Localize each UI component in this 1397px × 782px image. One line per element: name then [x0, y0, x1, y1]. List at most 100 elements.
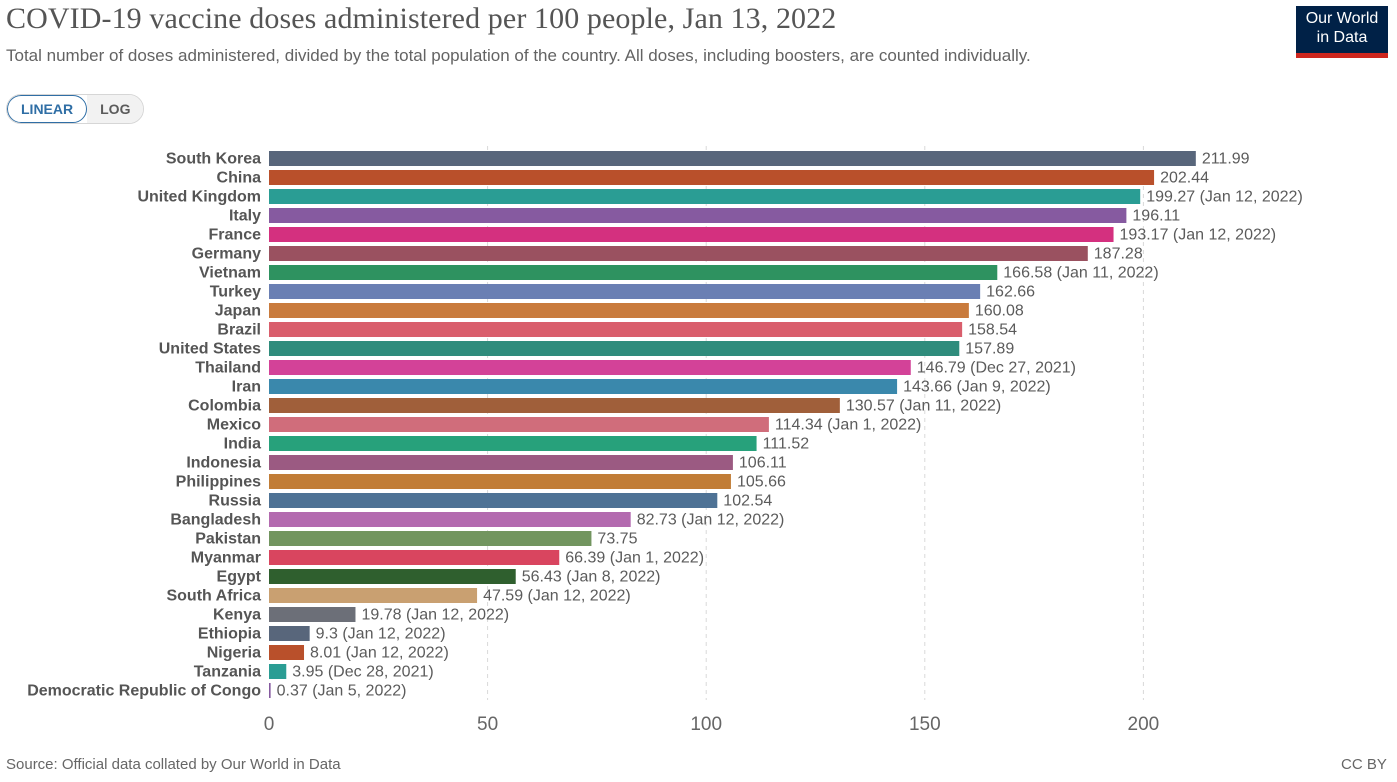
country-label: Iran: [232, 379, 261, 396]
value-label: 9.3 (Jan 12, 2022): [316, 626, 446, 643]
bar[interactable]: [269, 607, 356, 622]
bar[interactable]: [269, 588, 478, 603]
chart-subtitle: Total number of doses administered, divi…: [6, 46, 1031, 65]
country-label: Thailand: [195, 360, 261, 377]
value-label: 166.58 (Jan 11, 2022): [1003, 265, 1158, 282]
bar[interactable]: [269, 151, 1196, 166]
country-label: Brazil: [217, 322, 261, 339]
bar[interactable]: [269, 322, 963, 337]
logo-line-2: in Data: [1316, 29, 1368, 46]
country-label: Democratic Republic of Congo: [27, 683, 261, 700]
country-label: Italy: [229, 208, 261, 225]
x-tick-label: 100: [690, 714, 722, 735]
value-label: 66.39 (Jan 1, 2022): [565, 550, 704, 567]
scale-toggle: LINEAR LOG: [6, 94, 145, 124]
value-label: 158.54: [968, 322, 1017, 339]
value-label: 56.43 (Jan 8, 2022): [522, 569, 661, 586]
country-label: Nigeria: [207, 645, 261, 662]
value-label: 157.89: [965, 341, 1014, 358]
value-label: 3.95 (Dec 28, 2021): [292, 664, 433, 681]
bars: South Korea 211.99 China 202.44 United Kingd…: [27, 151, 1303, 700]
country-label: Myanmar: [191, 550, 261, 567]
x-tick-label: 0: [264, 714, 275, 735]
bar[interactable]: [269, 208, 1127, 223]
country-label: United States: [159, 341, 261, 358]
bar[interactable]: [269, 303, 969, 318]
bar[interactable]: [269, 360, 911, 375]
bar[interactable]: [269, 493, 718, 508]
x-axis: 0 50 100 150 200: [264, 714, 1160, 735]
value-label: 111.52: [763, 436, 810, 453]
value-label: 146.79 (Dec 27, 2021): [917, 360, 1076, 377]
value-label: 202.44: [1160, 170, 1209, 187]
value-label: 187.28: [1094, 246, 1143, 263]
value-label: 162.66: [986, 284, 1035, 301]
bar[interactable]: [269, 455, 733, 470]
country-label: Egypt: [217, 569, 262, 586]
x-tick-label: 50: [477, 714, 498, 735]
bar[interactable]: [269, 626, 310, 641]
bar[interactable]: [269, 189, 1141, 204]
country-label: South Korea: [166, 151, 261, 168]
value-label: 193.17 (Jan 12, 2022): [1120, 227, 1277, 244]
country-label: Russia: [209, 493, 262, 510]
bar[interactable]: [269, 436, 757, 451]
bar[interactable]: [269, 474, 731, 489]
value-label: 114.34 (Jan 1, 2022): [775, 417, 921, 434]
country-label: India: [224, 436, 261, 453]
bar[interactable]: [269, 645, 305, 660]
bar[interactable]: [269, 512, 631, 527]
country-label: United Kingdom: [137, 189, 261, 206]
country-label: Germany: [192, 246, 261, 263]
bar[interactable]: [269, 284, 981, 299]
country-label: Turkey: [210, 284, 261, 301]
license-link[interactable]: CC BY: [1341, 756, 1387, 773]
bar[interactable]: [269, 170, 1155, 185]
bar[interactable]: [269, 379, 898, 394]
bar[interactable]: [269, 341, 960, 356]
bar[interactable]: [269, 265, 998, 280]
value-label: 19.78 (Jan 12, 2022): [361, 607, 509, 624]
linear-scale-button[interactable]: LINEAR: [7, 95, 88, 123]
value-label: 143.66 (Jan 9, 2022): [903, 379, 1051, 396]
country-label: Kenya: [213, 607, 261, 624]
bar[interactable]: [269, 417, 769, 432]
logo-line-1: Our World: [1305, 10, 1379, 27]
value-label: 105.66: [737, 474, 786, 491]
bar[interactable]: [269, 683, 271, 698]
value-label: 199.27 (Jan 12, 2022): [1146, 189, 1303, 206]
value-label: 8.01 (Jan 12, 2022): [310, 645, 449, 662]
value-label: 130.57 (Jan 11, 2022): [846, 398, 1001, 415]
value-label: 82.73 (Jan 12, 2022): [637, 512, 785, 529]
owid-logo[interactable]: Our World in Data: [1296, 6, 1388, 58]
bar[interactable]: [269, 569, 516, 584]
log-scale-button[interactable]: LOG: [87, 95, 144, 123]
bar[interactable]: [269, 531, 592, 546]
country-label: Indonesia: [186, 455, 261, 472]
country-label: Philippines: [176, 474, 261, 491]
bar[interactable]: [269, 227, 1114, 242]
country-label: Pakistan: [195, 531, 261, 548]
value-label: 73.75: [597, 531, 637, 548]
bar[interactable]: [269, 398, 840, 413]
country-label: Vietnam: [199, 265, 261, 282]
value-label: 196.11: [1132, 208, 1180, 225]
country-label: Japan: [215, 303, 261, 320]
chart-title: COVID-19 vaccine doses administered per …: [6, 2, 837, 35]
bar[interactable]: [269, 664, 287, 679]
value-label: 211.99: [1202, 151, 1250, 168]
value-label: 106.11: [739, 455, 787, 472]
country-label: South Africa: [166, 588, 261, 605]
value-label: 160.08: [975, 303, 1024, 320]
value-label: 47.59 (Jan 12, 2022): [483, 588, 631, 605]
country-label: Ethiopia: [198, 626, 261, 643]
source-note: Source: Official data collated by Our Wo…: [6, 756, 341, 773]
x-tick-label: 200: [1128, 714, 1160, 735]
bar[interactable]: [269, 246, 1088, 261]
bar[interactable]: [269, 550, 560, 565]
country-label: Mexico: [207, 417, 261, 434]
country-label: China: [217, 170, 262, 187]
value-label: 102.54: [723, 493, 772, 510]
country-label: Bangladesh: [170, 512, 261, 529]
